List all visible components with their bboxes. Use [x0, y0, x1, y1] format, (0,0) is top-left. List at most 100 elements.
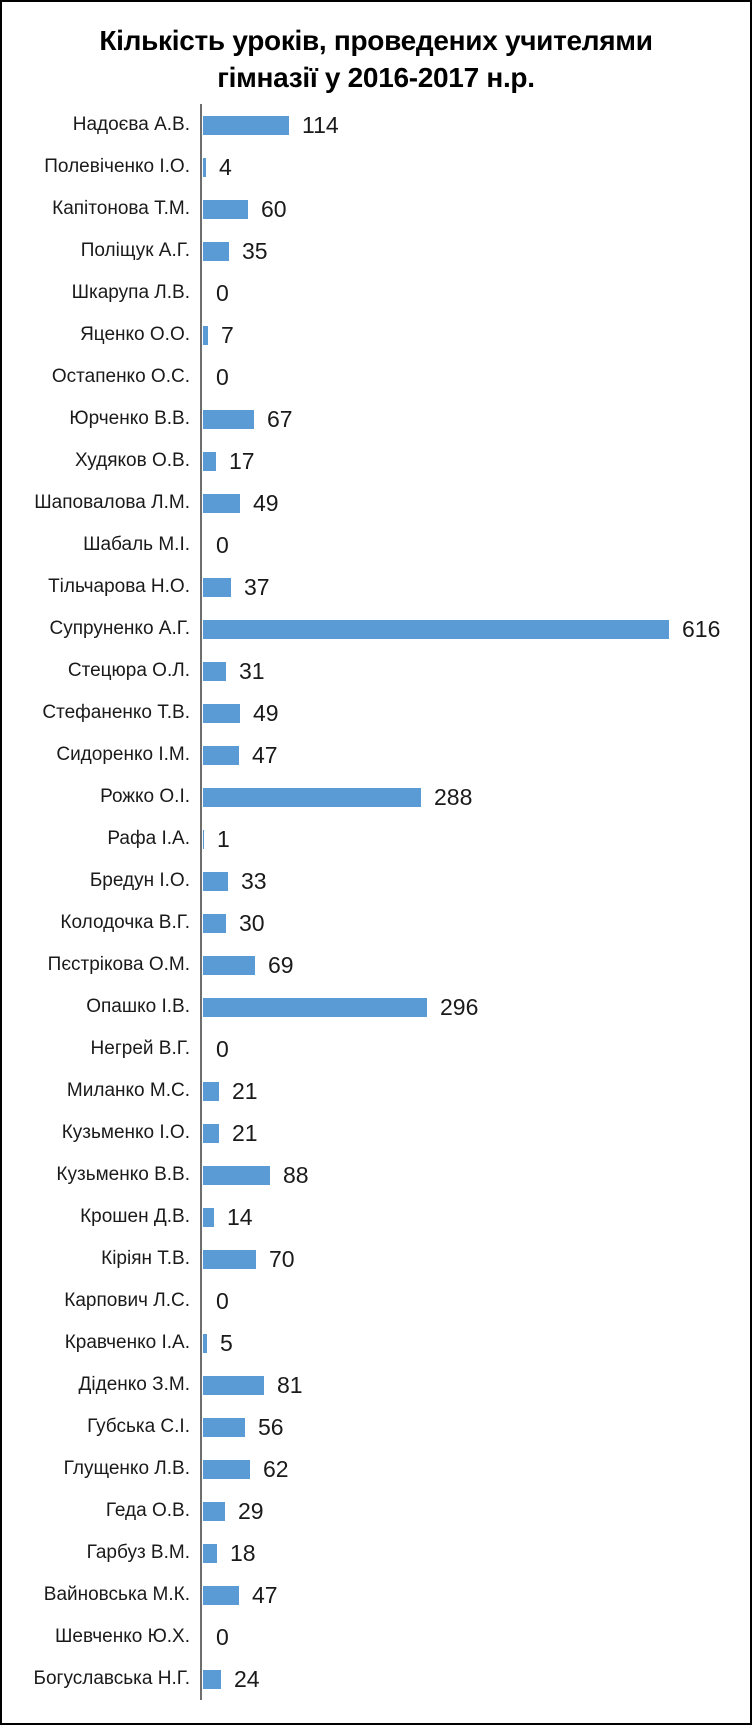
chart-row: Яценко О.О. 7 — [2, 314, 750, 356]
bar-area: 0 — [201, 1280, 750, 1322]
bar — [203, 661, 226, 681]
chart-row: Кіріян Т.В. 70 — [2, 1238, 750, 1280]
bar — [203, 619, 669, 639]
category-label: Рафа І.А. — [107, 828, 190, 849]
bar-area: 296 — [201, 986, 750, 1028]
bar — [203, 871, 228, 891]
bar-area: 1 — [201, 818, 750, 860]
value-label: 0 — [216, 363, 229, 390]
bar-area: 5 — [201, 1322, 750, 1364]
category-label: Карпович Л.С. — [64, 1290, 190, 1311]
bar-area: 17 — [201, 440, 750, 482]
chart-row: Полевіченко І.О. 4 — [2, 146, 750, 188]
chart-row: Колодочка В.Г. 30 — [2, 902, 750, 944]
chart-row: Губська С.І. 56 — [2, 1406, 750, 1448]
chart-row: Шевченко Ю.Х. 0 — [2, 1616, 750, 1658]
bar — [203, 157, 206, 177]
bar-area: 81 — [201, 1364, 750, 1406]
bar — [203, 1543, 217, 1563]
value-label: 37 — [244, 573, 270, 600]
value-label: 21 — [232, 1119, 258, 1146]
bar-area: 67 — [201, 398, 750, 440]
bar-area: 14 — [201, 1196, 750, 1238]
category-label: Вайновська М.К. — [43, 1584, 190, 1605]
bar-area: 30 — [201, 902, 750, 944]
value-label: 62 — [263, 1455, 289, 1482]
y-axis-line — [200, 104, 202, 1700]
chart-row: Шабаль М.І. 0 — [2, 524, 750, 566]
bar — [203, 577, 231, 597]
chart-row: Шкарупа Л.В. 0 — [2, 272, 750, 314]
bar-area: 0 — [201, 524, 750, 566]
value-label: 70 — [269, 1245, 295, 1272]
bar — [203, 829, 204, 849]
bar — [203, 451, 216, 471]
chart-row: Рожко О.І. 288 — [2, 776, 750, 818]
category-label: Кузьменко І.О. — [61, 1122, 190, 1143]
chart-row: Сидоренко І.М. 47 — [2, 734, 750, 776]
value-label: 88 — [283, 1161, 309, 1188]
category-label: Остапенко О.С. — [51, 366, 190, 387]
bar — [203, 1501, 225, 1521]
value-label: 47 — [252, 1581, 278, 1608]
bar — [203, 787, 421, 807]
category-label: Негрей В.Г. — [90, 1038, 190, 1059]
bar-area: 49 — [201, 692, 750, 734]
chart-row: Діденко З.М. 81 — [2, 1364, 750, 1406]
category-label: Полевіченко І.О. — [44, 156, 190, 177]
bar-area: 33 — [201, 860, 750, 902]
bar-area: 0 — [201, 356, 750, 398]
bar — [203, 409, 254, 429]
category-label: Опашко І.В. — [86, 996, 190, 1017]
chart-row: Стецюра О.Л. 31 — [2, 650, 750, 692]
bar — [203, 115, 289, 135]
value-label: 0 — [216, 1035, 229, 1062]
category-label: Супруненко А.Г. — [49, 618, 191, 639]
value-label: 30 — [239, 909, 265, 936]
bar — [203, 1123, 219, 1143]
bar-area: 0 — [201, 1028, 750, 1070]
value-label: 0 — [216, 279, 229, 306]
category-label: Шкарупа Л.В. — [71, 282, 190, 303]
bar-chart: Надоєва А.В. 114 Полевіченко І.О. 4 Капітоно… — [2, 104, 750, 1700]
chart-row: Бредун І.О. 33 — [2, 860, 750, 902]
value-label: 47 — [252, 741, 278, 768]
value-label: 7 — [221, 321, 234, 348]
value-label: 67 — [267, 405, 293, 432]
bar-area: 29 — [201, 1490, 750, 1532]
chart-row: Глущенко Л.В. 62 — [2, 1448, 750, 1490]
bar — [203, 997, 427, 1017]
bar-area: 35 — [201, 230, 750, 272]
value-label: 49 — [253, 699, 279, 726]
bar-area: 47 — [201, 1574, 750, 1616]
bar-area: 21 — [201, 1070, 750, 1112]
chart-row: Остапенко О.С. 0 — [2, 356, 750, 398]
value-label: 31 — [239, 657, 265, 684]
chart-row: Кравченко І.А. 5 — [2, 1322, 750, 1364]
category-label: Стефаненко Т.В. — [42, 702, 190, 723]
value-label: 114 — [302, 111, 339, 138]
category-label: Яценко О.О. — [80, 324, 190, 345]
value-label: 29 — [238, 1497, 264, 1524]
value-label: 69 — [268, 951, 294, 978]
value-label: 56 — [258, 1413, 284, 1440]
category-label: Глущенко Л.В. — [63, 1458, 190, 1479]
category-label: Миланко М.С. — [66, 1080, 190, 1101]
category-label: Сидоренко І.М. — [56, 744, 190, 765]
category-label: Губська С.І. — [87, 1416, 190, 1437]
value-label: 4 — [219, 153, 232, 180]
bar-area: 114 — [201, 104, 750, 146]
bar-area: 7 — [201, 314, 750, 356]
value-label: 0 — [216, 1623, 229, 1650]
category-label: Кіріян Т.В. — [101, 1248, 190, 1269]
bar — [203, 955, 255, 975]
chart-row: Надоєва А.В. 114 — [2, 104, 750, 146]
bar-area: 0 — [201, 272, 750, 314]
bar — [203, 913, 226, 933]
chart-row: Капітонова Т.М. 60 — [2, 188, 750, 230]
bar-area: 37 — [201, 566, 750, 608]
category-label: Крошен Д.В. — [80, 1206, 190, 1227]
chart-title: Кількість уроків, проведених учителями г… — [2, 2, 750, 96]
category-label: Стецюра О.Л. — [67, 660, 190, 681]
